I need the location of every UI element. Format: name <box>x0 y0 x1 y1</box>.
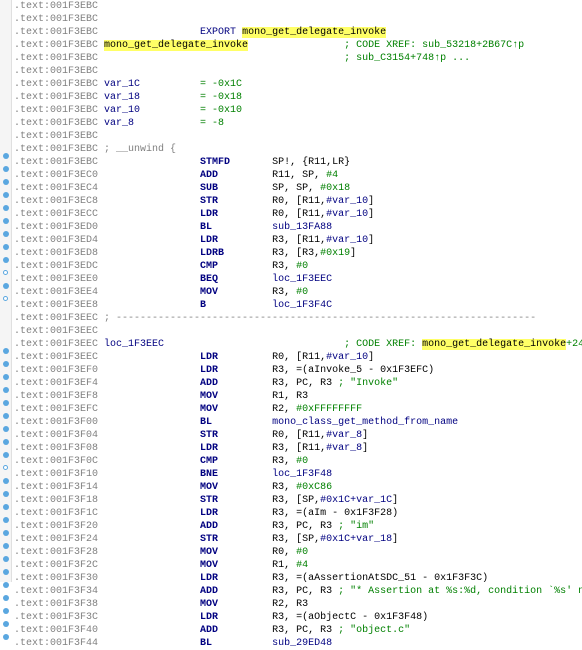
asm-line[interactable]: .text:001F3EBC EXPORT mono_get_delegate_… <box>14 26 582 39</box>
asm-line[interactable]: .text:001F3EBC ; __unwind { <box>14 143 582 156</box>
asm-line[interactable]: .text:001F3ED0 BL sub_13FA88 <box>14 221 582 234</box>
breakpoint-dot[interactable] <box>3 621 9 627</box>
asm-line[interactable]: .text:001F3F30 LDR R3, =(aAssertionAtSDC… <box>14 572 582 585</box>
asm-line[interactable]: .text:001F3F00 BL mono_class_get_method_… <box>14 416 582 429</box>
breakpoint-dot[interactable] <box>3 231 9 237</box>
asm-line[interactable]: .text:001F3ED4 LDR R3, [R11,#var_10] <box>14 234 582 247</box>
asm-line[interactable]: .text:001F3F28 MOV R0, #0 <box>14 546 582 559</box>
asm-line[interactable]: .text:001F3EBC ; sub_C3154+748↑p ... <box>14 52 582 65</box>
breakpoint-dot[interactable] <box>3 296 8 301</box>
asm-line[interactable]: .text:001F3EEC <box>14 325 582 338</box>
asm-line[interactable]: .text:001F3F44 BL sub_29ED48 <box>14 637 582 650</box>
breakpoint-dot[interactable] <box>3 413 9 419</box>
breakpoint-dot[interactable] <box>3 400 9 406</box>
breakpoint-dot[interactable] <box>3 543 9 549</box>
asm-line[interactable]: .text:001F3EF0 LDR R3, =(aInvoke_5 - 0x1… <box>14 364 582 377</box>
asm-line[interactable]: .text:001F3EC0 ADD R11, SP, #4 <box>14 169 582 182</box>
breakpoint-dot[interactable] <box>3 205 9 211</box>
asm-line[interactable]: .text:001F3F3C LDR R3, =(aObjectC - 0x1F… <box>14 611 582 624</box>
breakpoint-dot[interactable] <box>3 478 9 484</box>
asm-line[interactable]: .text:001F3EC8 STR R0, [R11,#var_10] <box>14 195 582 208</box>
asm-line[interactable]: .text:001F3EBC <box>14 0 582 13</box>
asm-line[interactable]: .text:001F3F08 LDR R3, [R11,#var_8] <box>14 442 582 455</box>
breakpoint-dot[interactable] <box>3 179 9 185</box>
asm-line[interactable]: .text:001F3EFC MOV R2, #0xFFFFFFFF <box>14 403 582 416</box>
breakpoint-dot[interactable] <box>3 348 9 354</box>
asm-line[interactable]: .text:001F3ECC LDR R0, [R11,#var_10] <box>14 208 582 221</box>
asm-line[interactable]: .text:001F3F40 ADD R3, PC, R3 ; "object.… <box>14 624 582 637</box>
breakpoint-dot[interactable] <box>3 556 9 562</box>
asm-line[interactable]: .text:001F3F0C CMP R3, #0 <box>14 455 582 468</box>
asm-line[interactable]: .text:001F3F34 ADD R3, PC, R3 ; "* Asser… <box>14 585 582 598</box>
disassembly-listing: .text:001F3EBC .text:001F3EBC .text:001F… <box>14 0 582 650</box>
asm-line[interactable]: .text:001F3F2C MOV R1, #4 <box>14 559 582 572</box>
breakpoint-dot[interactable] <box>3 491 9 497</box>
breakpoint-dot[interactable] <box>3 504 9 510</box>
asm-line[interactable]: .text:001F3EBC var_1C = -0x1C <box>14 78 582 91</box>
breakpoint-dot[interactable] <box>3 192 9 198</box>
asm-line[interactable]: .text:001F3EEC ; -----------------------… <box>14 312 582 325</box>
asm-line[interactable]: .text:001F3EE0 BEQ loc_1F3EEC <box>14 273 582 286</box>
breakpoint-dot[interactable] <box>3 439 9 445</box>
breakpoint-dot[interactable] <box>3 218 9 224</box>
asm-line[interactable]: .text:001F3F20 ADD R3, PC, R3 ; "im" <box>14 520 582 533</box>
asm-line[interactable]: .text:001F3F1C LDR R3, =(aIm - 0x1F3F28) <box>14 507 582 520</box>
breakpoint-dot[interactable] <box>3 582 9 588</box>
asm-line[interactable]: .text:001F3EBC <box>14 13 582 26</box>
asm-line[interactable]: .text:001F3EBC mono_get_delegate_invoke … <box>14 39 582 52</box>
gutter <box>0 0 12 582</box>
breakpoint-dot[interactable] <box>3 283 9 289</box>
asm-line[interactable]: .text:001F3EBC var_10 = -0x10 <box>14 104 582 117</box>
breakpoint-dot[interactable] <box>3 452 9 458</box>
asm-line[interactable]: .text:001F3EEC loc_1F3EEC ; CODE XREF: m… <box>14 338 582 351</box>
asm-line[interactable]: .text:001F3EDC CMP R3, #0 <box>14 260 582 273</box>
asm-line[interactable]: .text:001F3EBC var_18 = -0x18 <box>14 91 582 104</box>
asm-line[interactable]: .text:001F3EE4 MOV R3, #0 <box>14 286 582 299</box>
breakpoint-dot[interactable] <box>3 244 9 250</box>
asm-line[interactable]: .text:001F3F18 STR R3, [SP,#0x1C+var_1C] <box>14 494 582 507</box>
breakpoint-dot[interactable] <box>3 426 9 432</box>
asm-line[interactable]: .text:001F3EC4 SUB SP, SP, #0x18 <box>14 182 582 195</box>
asm-line[interactable]: .text:001F3F14 MOV R3, #0xC86 <box>14 481 582 494</box>
breakpoint-dot[interactable] <box>3 387 9 393</box>
asm-line[interactable]: .text:001F3F24 STR R3, [SP,#0x1C+var_18] <box>14 533 582 546</box>
breakpoint-dot[interactable] <box>3 270 8 275</box>
asm-line[interactable]: .text:001F3EBC <box>14 65 582 78</box>
breakpoint-dot[interactable] <box>3 634 9 640</box>
asm-line[interactable]: .text:001F3F10 BNE loc_1F3F48 <box>14 468 582 481</box>
breakpoint-dot[interactable] <box>3 465 8 470</box>
asm-line[interactable]: .text:001F3EF4 ADD R3, PC, R3 ; "Invoke" <box>14 377 582 390</box>
breakpoint-dot[interactable] <box>3 595 9 601</box>
breakpoint-dot[interactable] <box>3 361 9 367</box>
breakpoint-dot[interactable] <box>3 517 9 523</box>
breakpoint-dot[interactable] <box>3 257 9 263</box>
breakpoint-dot[interactable] <box>3 569 9 575</box>
breakpoint-dot[interactable] <box>3 374 9 380</box>
breakpoint-dot[interactable] <box>3 166 9 172</box>
asm-line[interactable]: .text:001F3EEC LDR R0, [R11,#var_10] <box>14 351 582 364</box>
breakpoint-dot[interactable] <box>3 530 9 536</box>
asm-line[interactable]: .text:001F3F38 MOV R2, R3 <box>14 598 582 611</box>
breakpoint-dot[interactable] <box>3 608 9 614</box>
asm-line[interactable]: .text:001F3F04 STR R0, [R11,#var_8] <box>14 429 582 442</box>
asm-line[interactable]: .text:001F3EBC STMFD SP!, {R11,LR} <box>14 156 582 169</box>
asm-line[interactable]: .text:001F3EF8 MOV R1, R3 <box>14 390 582 403</box>
asm-line[interactable]: .text:001F3EE8 B loc_1F3F4C <box>14 299 582 312</box>
asm-line[interactable]: .text:001F3EBC var_8 = -8 <box>14 117 582 130</box>
asm-line[interactable]: .text:001F3ED8 LDRB R3, [R3,#0x19] <box>14 247 582 260</box>
asm-line[interactable]: .text:001F3EBC <box>14 130 582 143</box>
breakpoint-dot[interactable] <box>3 153 9 159</box>
